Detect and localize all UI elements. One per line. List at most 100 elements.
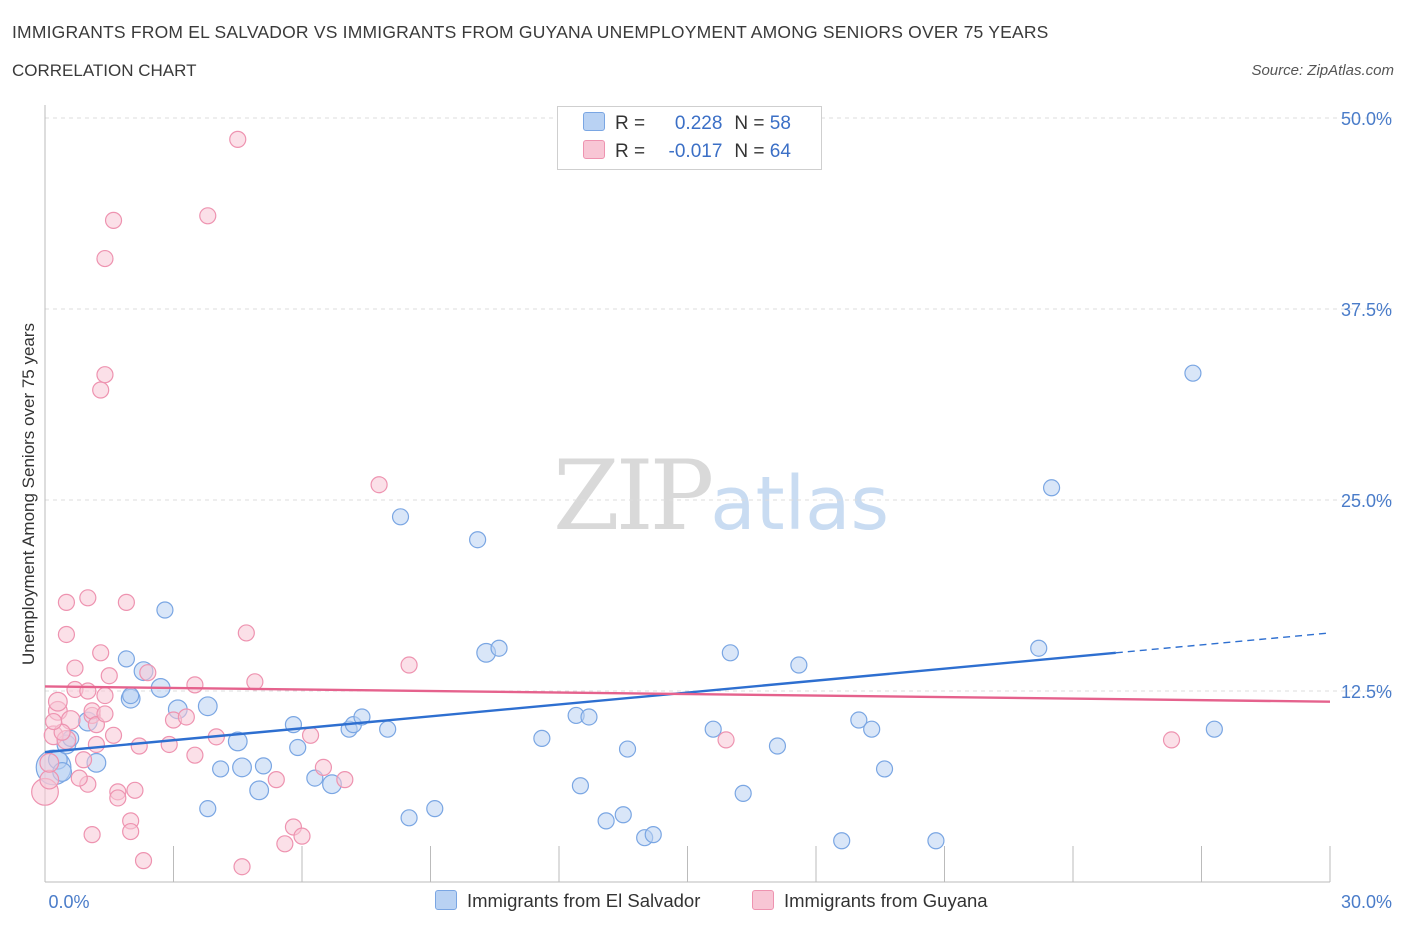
bottom-legend-swatch-blue	[435, 890, 457, 910]
el-salvador-point	[249, 780, 270, 801]
y-tick-label: 25.0%	[1341, 491, 1392, 511]
guyana-point	[96, 705, 114, 723]
guyana-point	[83, 826, 101, 844]
guyana-point	[177, 708, 195, 726]
el-salvador-point	[254, 757, 273, 775]
el-salvador-point	[199, 800, 217, 818]
guyana-point	[66, 659, 84, 677]
legend-r-value: -0.017	[668, 141, 723, 162]
guyana-point	[237, 624, 255, 642]
guyana-point	[74, 751, 93, 769]
x-tick-label: 30.0%	[1341, 892, 1392, 912]
tick-labels: 12.5% 25.0% 37.5% 50.0% 0.0% 30.0%	[48, 109, 1392, 912]
guyana-point	[96, 366, 114, 384]
guyana-trend-line	[44, 685, 1331, 703]
guyana-point	[70, 769, 88, 787]
el-salvador-point	[426, 800, 444, 818]
guyana-point	[186, 746, 204, 764]
guyana-point	[47, 691, 68, 712]
guyana-point	[57, 593, 76, 611]
guyana-point	[104, 726, 123, 744]
el-salvador-point	[850, 711, 868, 729]
data-points	[31, 130, 1223, 876]
guyana-point	[233, 858, 251, 876]
bottom-legend-guyana: Immigrants from Guyana	[752, 890, 988, 914]
y-tick-label: 12.5%	[1341, 682, 1392, 702]
el-salvador-point	[379, 720, 397, 738]
guyana-point	[130, 737, 148, 755]
guyana-point	[246, 673, 264, 691]
guyana-point	[126, 781, 144, 799]
guyana-point	[79, 589, 97, 607]
legend-row-guyana: R = -0.017 N = 64	[583, 140, 791, 164]
guyana-point	[293, 827, 311, 845]
el-salvador-point	[721, 644, 739, 662]
guyana-point	[117, 593, 135, 611]
grid-lines	[45, 117, 1392, 692]
el-salvador-point	[875, 760, 894, 778]
source-credit: Source: ZipAtlas.com	[1251, 62, 1394, 79]
x-tick-label: 0.0%	[48, 892, 89, 912]
legend-n-label: N =	[734, 113, 765, 134]
el-salvador-point	[1205, 720, 1223, 738]
trend-lines	[44, 632, 1331, 754]
el-salvador-point	[122, 686, 140, 705]
guyana-point	[229, 130, 247, 148]
guyana-point	[39, 769, 60, 790]
chart-title: IMMIGRANTS FROM EL SALVADOR VS IMMIGRANT…	[12, 22, 1049, 42]
legend-r-label: R =	[615, 141, 646, 162]
legend-row-el-salvador: R = 0.228 N = 58	[583, 112, 791, 136]
el-salvador-point	[1030, 639, 1048, 657]
guyana-point	[336, 771, 354, 789]
el-salvador-point	[391, 508, 410, 526]
legend-n-value: 58	[769, 113, 791, 134]
el-salvador-point	[618, 740, 637, 758]
y-tick-label: 37.5%	[1341, 300, 1392, 320]
legend-n-label: N =	[734, 141, 765, 162]
el-salvador-point	[863, 720, 881, 738]
guyana-point	[57, 625, 76, 644]
guyana-point	[1162, 731, 1181, 749]
el-salvador-point	[156, 601, 174, 619]
legend-r-value: 0.228	[674, 113, 723, 134]
watermark-atlas: atlas	[710, 461, 890, 547]
bottom-legend-el-salvador: Immigrants from El Salvador	[435, 890, 700, 914]
el-salvador-point	[927, 832, 945, 850]
el-salvador-point	[571, 777, 590, 795]
el-salvador-point	[597, 812, 615, 830]
guyana-point	[370, 476, 388, 494]
guyana-point	[400, 656, 418, 674]
el-salvador-point	[833, 832, 851, 850]
guyana-point	[39, 752, 60, 773]
el-salvador-point	[580, 708, 598, 726]
y-tick-label: 50.0%	[1341, 109, 1392, 129]
el-salvador-point	[197, 696, 218, 717]
el-salvador-trend-line	[44, 651, 1116, 754]
el-salvador-point	[117, 650, 135, 668]
el-salvador-point	[469, 531, 487, 549]
el-salvador-point	[212, 760, 230, 778]
guyana-point	[314, 758, 333, 777]
guyana-point	[199, 207, 217, 225]
guyana-point	[44, 712, 63, 731]
watermark-zip: ZIP	[553, 440, 714, 552]
guyana-point	[104, 211, 123, 229]
legend-swatch-blue	[583, 112, 605, 131]
guyana-point	[100, 667, 118, 685]
legend-n-value: 64	[769, 141, 791, 162]
guyana-point	[134, 852, 153, 870]
legend-swatch-pink	[583, 140, 605, 159]
guyana-point	[96, 686, 114, 705]
el-salvador-point	[353, 708, 371, 726]
zipatlas-watermark: ZIPatlas	[553, 440, 889, 552]
el-salvador-point	[232, 757, 252, 778]
guyana-point	[267, 771, 285, 789]
y-axis-label: Unemployment Among Seniors over 75 years	[19, 323, 38, 665]
guyana-point	[717, 731, 735, 749]
guyana-point	[79, 682, 97, 700]
el-salvador-point	[790, 656, 808, 674]
guyana-point	[139, 664, 157, 682]
correlation-legend: R = 0.228 N = 58 R = -0.017 N = 64	[557, 106, 822, 170]
bottom-legend-label: Immigrants from El Salvador	[467, 890, 701, 911]
